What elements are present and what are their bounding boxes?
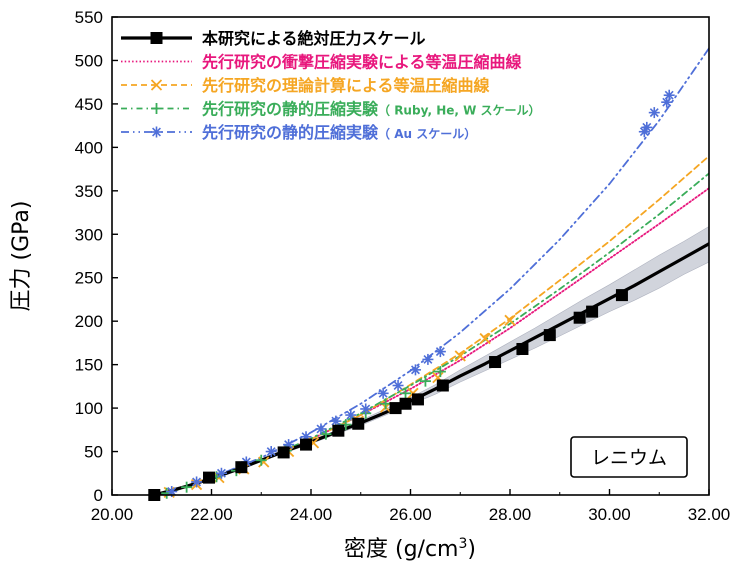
data-point-square [277,446,290,459]
data-point-square [573,311,586,324]
y-tick-label: 250 [75,269,103,288]
x-tick-label: 24.00 [290,505,333,524]
legend-entry-label: 本研究による絶対圧力スケール [202,29,426,48]
x-tick-label: 30.00 [588,505,631,524]
data-point-plus [380,398,392,410]
marker-layer [148,89,675,501]
data-point-asterisk [265,446,277,458]
legend-entry-name: 先行研究の静的圧縮実験 [202,123,379,142]
y-tick-label: 0 [94,486,103,505]
data-point-square [489,356,502,369]
data-point-asterisk [151,126,162,138]
data-point-asterisk [409,364,421,376]
data-point-asterisk [191,476,203,488]
y-tick-label: 450 [75,95,103,114]
data-point-x [504,314,516,326]
y-tick-label: 350 [75,182,103,201]
data-point-plus [340,419,352,431]
data-point-square [411,393,424,406]
x-tick-label: 28.00 [489,505,532,524]
data-point-asterisk [641,121,653,133]
x-tick-label: 32.00 [688,505,731,524]
legend-entry-label: 先行研究の静的圧縮実験（ Au スケール） [202,123,476,142]
data-point-asterisk [377,387,389,399]
y-tick-label: 200 [75,312,103,331]
data-point-asterisk [360,403,372,415]
data-point-asterisk [422,353,434,365]
x-tick-label: 22.00 [190,505,233,524]
data-point-x [479,332,491,345]
y-tick-label: 500 [75,51,103,70]
data-point-plus [320,428,332,440]
data-point-square [235,461,248,474]
data-point-plus [400,387,412,399]
legend-entry-name: 先行研究の衝撃圧縮実験による等温圧縮曲線 [202,53,522,72]
data-point-asterisk [663,89,675,101]
y-tick-label: 300 [75,225,103,244]
data-point-square [436,379,449,392]
data-point-plus [419,375,431,387]
y-tick-label: 550 [75,8,103,27]
legend-entry-name: 先行研究の静的圧縮実験 [202,100,379,119]
data-point-square [516,342,529,355]
data-point-plus [181,481,193,493]
data-point-square [332,424,345,437]
legend-entry-suffix: （ Au スケール） [378,126,476,141]
x-axis-title: 密度 (g/cm3) [344,536,476,562]
y-tick-label: 50 [84,443,103,462]
data-point-square [543,329,556,342]
data-point-asterisk [215,467,227,479]
x-tick-label: 26.00 [389,505,432,524]
data-point-plus [255,454,267,466]
legend-entry-label: 先行研究の静的圧縮実験（ Ruby, He, W スケール） [202,100,541,119]
legend: 本研究による絶対圧力スケール先行研究の衝撃圧縮実験による等温圧縮曲線先行研究の理… [121,29,541,142]
data-point-plus [434,366,446,378]
data-point-square [586,305,599,318]
plot-frame [111,16,710,496]
x-tick-label: 20.00 [91,505,134,524]
y-axis-title: 圧力 (GPa) [9,201,34,312]
data-point-square [389,402,402,415]
data-point-asterisk [648,107,660,119]
data-point-square [203,471,216,484]
legend-entry-label: 先行研究の衝撃圧縮実験による等温圧縮曲線 [202,53,522,72]
legend-entry-label: 先行研究の理論計算による等温圧縮曲線 [202,76,490,95]
legend-entry-suffix: （ Ruby, He, W スケール） [378,103,541,118]
y-tick-label: 400 [75,138,103,157]
data-point-asterisk [434,346,446,358]
data-point-square [352,417,365,430]
legend-entry-name: 本研究による絶対圧力スケール [202,29,426,48]
x-tick-labels: 20.00 22.00 24.00 26.00 28.00 30.00 32.00 [91,505,731,524]
y-tick-label: 150 [75,356,103,375]
data-point-square [150,32,163,44]
data-point-x [150,79,163,91]
data-point-asterisk [345,409,357,421]
data-point-x [454,350,466,362]
data-point-square [300,438,313,451]
data-point-square [615,289,628,302]
y-tick-label: 100 [75,399,103,418]
y-tick-labels: 0 50 100 150 200 250 300 350 400 450 500 550 [75,8,103,505]
legend-entry-name: 先行研究の理論計算による等温圧縮曲線 [202,76,490,95]
data-point-asterisk [315,423,327,435]
data-point-asterisk [392,379,404,391]
data-point-plus [151,103,162,114]
annotation-box: レニウム [570,436,688,478]
data-point-square [399,397,412,410]
x-axis-title-superscript: 3 [458,536,467,552]
annotation-label: レニウム [591,447,667,469]
